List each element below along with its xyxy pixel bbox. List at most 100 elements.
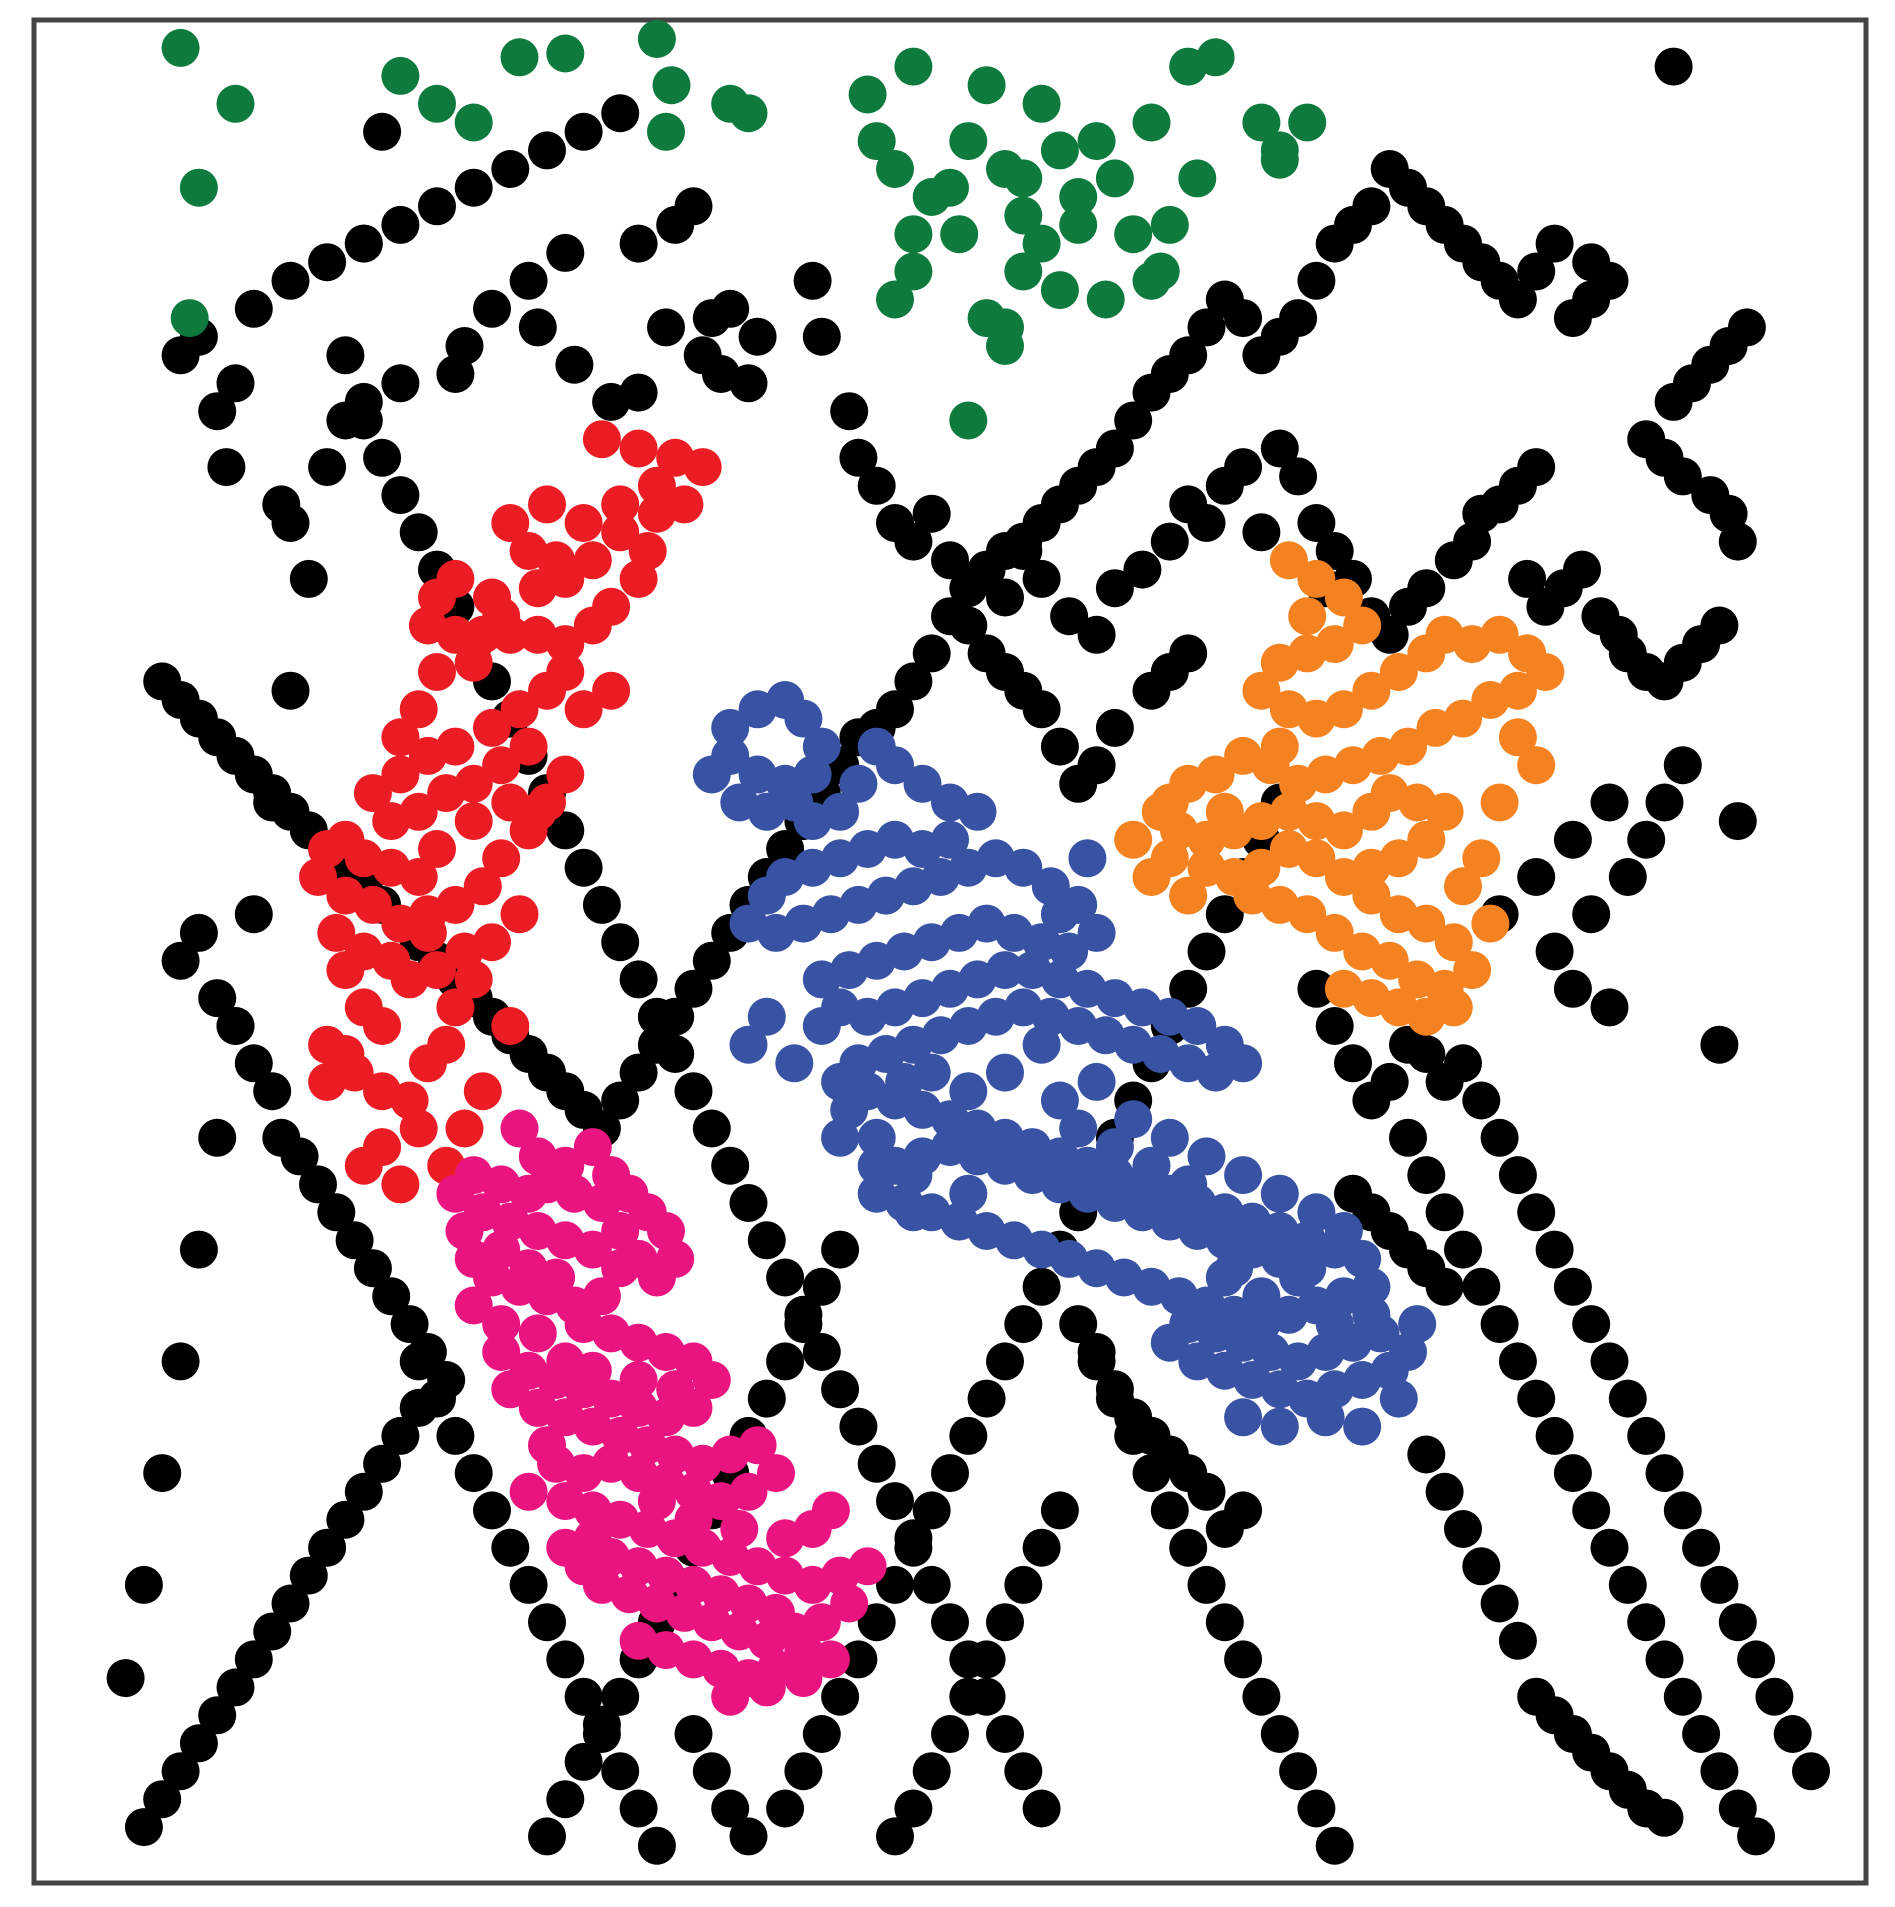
noise-point xyxy=(1727,308,1766,347)
blue-point xyxy=(802,1007,841,1045)
noise-point xyxy=(766,830,805,868)
green-point xyxy=(1178,159,1217,198)
noise-point xyxy=(234,1640,273,1679)
noise-point xyxy=(1608,858,1647,896)
noise-point xyxy=(821,1230,860,1269)
red-point xyxy=(601,513,640,552)
noise-point xyxy=(216,1668,255,1707)
noise-point xyxy=(564,1742,603,1781)
noise-point xyxy=(308,243,347,282)
noise-point xyxy=(564,112,603,151)
noise-point xyxy=(1004,1305,1043,1344)
orange-point xyxy=(1297,559,1336,598)
noise-point xyxy=(1040,727,1079,766)
magenta-point xyxy=(601,1212,640,1250)
noise-point xyxy=(1627,820,1666,859)
points-layer xyxy=(106,20,1830,1865)
noise-point xyxy=(1572,243,1611,282)
noise-point xyxy=(1444,1230,1482,1269)
noise-point xyxy=(802,1333,841,1371)
blue-point xyxy=(1260,1407,1299,1446)
blue-point xyxy=(912,1053,951,1092)
red-cluster xyxy=(299,420,722,1204)
blue-point xyxy=(876,746,914,785)
noise-point xyxy=(344,401,383,440)
blue-point xyxy=(1215,1249,1253,1288)
noise-point xyxy=(601,1677,640,1716)
orange-point xyxy=(1260,643,1299,682)
noise-point xyxy=(1535,224,1574,263)
noise-point xyxy=(1792,1752,1830,1791)
noise-point xyxy=(1315,1007,1354,1045)
noise-point xyxy=(179,913,218,952)
noise-point xyxy=(1691,476,1730,515)
noise-point xyxy=(1297,1789,1336,1828)
red-point xyxy=(601,485,640,524)
orange-point xyxy=(1242,671,1281,710)
orange-point xyxy=(1260,727,1299,766)
noise-point xyxy=(894,522,933,561)
blue-point xyxy=(1150,1118,1189,1157)
blue-point xyxy=(729,1025,768,1064)
magenta-point xyxy=(674,1500,713,1539)
blue-point xyxy=(1059,1109,1098,1148)
green-point xyxy=(179,168,218,207)
noise-point xyxy=(1608,1379,1647,1418)
noise-point xyxy=(839,1407,878,1446)
red-point xyxy=(509,727,548,766)
orange-point xyxy=(1480,783,1519,822)
noise-point xyxy=(1535,1230,1574,1269)
noise-point xyxy=(1517,252,1556,291)
blue-point xyxy=(821,792,860,831)
noise-point xyxy=(289,559,328,598)
blue-point xyxy=(839,764,878,803)
orange-point xyxy=(1324,578,1363,617)
noise-point xyxy=(143,1454,182,1493)
magenta-point xyxy=(692,1361,731,1399)
noise-point xyxy=(216,1007,255,1045)
noise-point xyxy=(528,131,566,170)
noise-point xyxy=(1480,1118,1519,1157)
magenta-point xyxy=(848,1547,887,1586)
noise-point xyxy=(372,1277,411,1316)
noise-point xyxy=(1737,1640,1776,1679)
green-point xyxy=(1196,38,1235,77)
green-point xyxy=(1086,280,1125,319)
red-point xyxy=(619,429,658,468)
noise-point xyxy=(876,1482,914,1521)
blue-point xyxy=(1022,1025,1061,1064)
red-point xyxy=(546,625,585,664)
noise-point xyxy=(1718,802,1757,841)
noise-point xyxy=(528,1817,566,1856)
noise-point xyxy=(1645,1640,1684,1679)
noise-point xyxy=(674,969,713,1008)
noise-point xyxy=(1462,1267,1501,1306)
orange-point xyxy=(1379,653,1418,691)
noise-point xyxy=(546,1640,585,1679)
noise-point xyxy=(931,1454,969,1493)
noise-point xyxy=(1114,401,1153,440)
noise-point xyxy=(234,895,273,934)
noise-point xyxy=(619,1053,658,1092)
green-point xyxy=(1004,196,1043,235)
noise-point xyxy=(1205,1510,1244,1548)
noise-point xyxy=(1187,1565,1226,1604)
green-point xyxy=(876,150,914,188)
orange-point xyxy=(1453,951,1492,990)
noise-point xyxy=(766,1789,805,1828)
noise-point xyxy=(1425,1472,1464,1511)
blue-point xyxy=(775,1044,814,1083)
noise-point xyxy=(1114,1398,1153,1437)
magenta-point xyxy=(436,1174,475,1213)
noise-point xyxy=(198,1696,237,1735)
noise-point xyxy=(381,1416,420,1455)
noise-point xyxy=(271,504,310,542)
magenta-point xyxy=(491,1370,530,1409)
noise-point xyxy=(198,979,237,1018)
noise-point xyxy=(1663,1491,1702,1530)
noise-point xyxy=(738,317,777,356)
noise-point xyxy=(1498,1342,1537,1381)
orange-point xyxy=(1224,736,1263,775)
noise-point xyxy=(1462,1547,1501,1586)
